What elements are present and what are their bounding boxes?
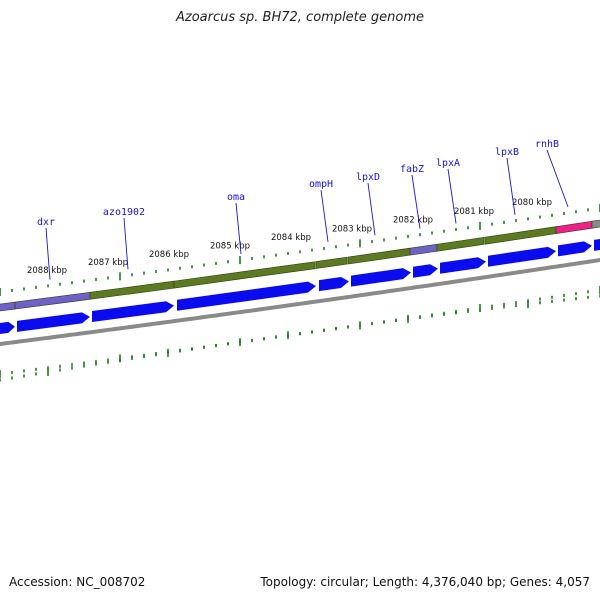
- tick-label: 2087 kbp: [88, 258, 128, 268]
- gene-leader-line: [546, 149, 569, 207]
- gene-arrow: [440, 257, 486, 274]
- gene-label: lpxA: [436, 158, 460, 169]
- tick-label: 2088 kbp: [27, 266, 67, 276]
- gene-leader-line: [320, 189, 329, 242]
- gene-label: lpxD: [356, 172, 380, 183]
- gene-leader-line: [506, 157, 516, 215]
- tick-label: 2083 kbp: [332, 224, 372, 234]
- gene-arrow: [488, 246, 556, 267]
- gene-arrow: [177, 281, 316, 311]
- gene-label: azo1902: [103, 207, 145, 218]
- gene-leader-line: [411, 174, 421, 229]
- backbone-line: [0, 257, 600, 347]
- feature-band-segment: [14, 291, 91, 310]
- feature-band-segment: [484, 226, 557, 245]
- tick-layer: 2088 kbp 2087 kbp 2086 kbp 2085 kbp 2084 kbp…: [0, 198, 600, 382]
- tick-label: 2084 kbp: [271, 233, 311, 243]
- gene-leader-line: [123, 217, 129, 270]
- feature-band-segment: [347, 247, 411, 265]
- gene-label: oma: [227, 192, 245, 203]
- feature-band-segment: [315, 256, 348, 269]
- gene-label: lpxB: [495, 147, 519, 158]
- tick-label: 2085 kbp: [210, 242, 250, 252]
- gene-arrow: [558, 241, 592, 257]
- track-layer: [0, 219, 600, 347]
- feature-band-segment: [173, 261, 316, 289]
- gene-leader-line: [367, 182, 376, 236]
- genome-summary: Topology: circular; Length: 4,376,040 bp…: [260, 575, 590, 589]
- feature-band-segment: [591, 219, 600, 229]
- gene-arrow: [0, 321, 15, 334]
- gene-label: fabZ: [400, 164, 424, 175]
- gene-arrow: [319, 277, 349, 292]
- gene-leader-line: [45, 227, 51, 280]
- accession-text: Accession: NC_008702: [9, 575, 146, 589]
- gene-arrow: [92, 301, 174, 323]
- gene-label-layer: dxr azo1902 oma ompH lpxD fabZ lpxA lpxB rnhB: [37, 139, 569, 280]
- gene-leader-line: [447, 168, 457, 224]
- tick-label: 2081 kbp: [454, 207, 494, 217]
- gene-arrow: [594, 238, 600, 251]
- gene-label: rnhB: [535, 139, 559, 150]
- tick-label: 2086 kbp: [149, 250, 189, 260]
- tick-label: 2080 kbp: [512, 198, 552, 208]
- gene-arrow: [17, 312, 90, 332]
- gene-leader-line: [235, 202, 242, 255]
- feature-band-segment: [89, 280, 175, 300]
- feature-band-segment: [555, 220, 593, 234]
- feature-band-segment: [409, 243, 438, 256]
- tick-label: 2082 kbp: [393, 216, 433, 226]
- map-title: Azoarcus sp. BH72, complete genome: [175, 10, 425, 25]
- gene-label: dxr: [37, 217, 55, 228]
- feature-band-segment: [0, 301, 16, 312]
- gene-arrow: [413, 264, 438, 278]
- feature-band-segment: [436, 237, 485, 252]
- gene-label: ompH: [309, 179, 333, 190]
- gene-arrow: [351, 268, 411, 287]
